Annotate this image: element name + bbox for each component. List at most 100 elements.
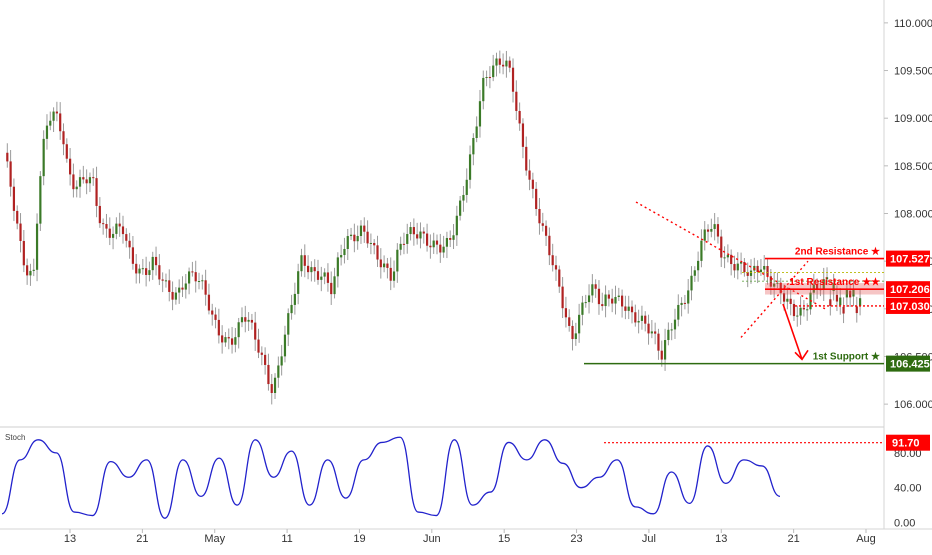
- candle-body: [207, 294, 211, 311]
- candle-body: [82, 177, 85, 180]
- candle-body: [422, 231, 425, 234]
- candle-body: [72, 174, 75, 190]
- candle-body: [257, 339, 260, 353]
- level-label: 2nd Resistance ★: [795, 247, 880, 258]
- candle-body: [402, 243, 406, 245]
- candle-body: [399, 243, 402, 250]
- candle-body: [825, 277, 829, 280]
- candle-body: [85, 179, 88, 184]
- time-tick-label: Jun: [423, 533, 441, 545]
- candle-body: [151, 256, 154, 271]
- candle-body: [435, 240, 439, 245]
- candle-body: [386, 263, 389, 268]
- candle-body: [743, 261, 746, 273]
- candle-body: [442, 246, 445, 253]
- candle-body: [135, 263, 138, 274]
- candle-body: [12, 186, 16, 211]
- ascending-trendline: [740, 260, 809, 338]
- candle-body: [270, 384, 273, 393]
- candle-body: [184, 283, 187, 290]
- candle-body: [607, 294, 610, 299]
- candle-body: [95, 178, 98, 206]
- candle-body: [19, 223, 22, 241]
- candle-body: [459, 200, 462, 216]
- candle-body: [102, 223, 105, 225]
- time-tick-label: 21: [788, 533, 800, 545]
- time-tick-label: 11: [281, 533, 292, 545]
- candle-body: [551, 255, 554, 266]
- candle-body: [297, 271, 300, 294]
- candle-body: [353, 234, 356, 242]
- candle-body: [521, 123, 525, 147]
- candle-body: [816, 284, 819, 290]
- candle-body: [495, 58, 498, 66]
- candle-body: [32, 269, 35, 271]
- candle-body: [6, 152, 9, 162]
- candle-body: [465, 179, 468, 195]
- candle-body: [217, 319, 220, 336]
- candle-body: [412, 227, 415, 235]
- candle-body: [720, 236, 723, 258]
- candle-body: [419, 231, 422, 239]
- time-tick-label: 15: [498, 533, 510, 545]
- candle-body: [703, 229, 706, 241]
- candle-body: [260, 352, 263, 355]
- candle-body: [776, 282, 779, 284]
- candle-body: [485, 77, 488, 79]
- candle-body: [839, 297, 842, 306]
- candle-body: [449, 238, 452, 240]
- candle-body: [554, 265, 558, 270]
- stoch-level-badge: [886, 434, 930, 451]
- time-tick-label: Jul: [642, 533, 656, 545]
- candle-body: [852, 288, 855, 297]
- candle-body: [49, 120, 52, 126]
- candle-body: [26, 265, 29, 276]
- candle-body: [340, 255, 343, 258]
- candle-body: [191, 271, 194, 273]
- candle-body: [425, 233, 429, 246]
- candle-body: [597, 288, 601, 305]
- candle-body: [849, 290, 852, 298]
- price-tick-label: 109.500: [894, 66, 932, 78]
- candle-body: [842, 306, 845, 314]
- candle-body: [409, 227, 412, 235]
- candle-body: [611, 298, 614, 304]
- candle-body: [187, 271, 191, 284]
- candle-body: [650, 331, 653, 334]
- candle-body: [369, 242, 372, 244]
- candle-body: [855, 306, 858, 314]
- candle-body: [164, 280, 168, 282]
- candle-body: [108, 228, 111, 238]
- candle-body: [201, 280, 204, 282]
- candle-body: [376, 245, 379, 260]
- candle-body: [161, 279, 164, 281]
- candle-body: [766, 266, 769, 277]
- candle-body: [594, 284, 597, 289]
- candle-body: [617, 295, 620, 297]
- candle-body: [62, 131, 65, 145]
- candle-body: [373, 242, 376, 246]
- candle-body: [515, 91, 518, 111]
- candle-body: [584, 302, 587, 304]
- candle-body: [478, 101, 482, 127]
- candle-body: [587, 295, 591, 303]
- candle-body: [544, 225, 548, 236]
- candle-body: [564, 308, 568, 318]
- projection-arrow-shaft: [782, 303, 803, 360]
- candle-body: [379, 259, 382, 268]
- stoch-tick-label: 40.00: [894, 483, 922, 495]
- candle-body: [627, 306, 630, 311]
- candle-body: [667, 329, 670, 341]
- candle-body: [267, 364, 270, 385]
- candle-body: [432, 240, 435, 248]
- candle-body: [383, 263, 386, 268]
- candle-body: [128, 240, 131, 248]
- time-tick-label: 19: [353, 533, 365, 545]
- candle-body: [178, 287, 181, 293]
- candle-body: [502, 64, 505, 67]
- candle-body: [475, 126, 478, 139]
- price-tick-label: 106.000: [894, 399, 932, 411]
- time-tick-label: 21: [136, 533, 148, 545]
- candle-body: [673, 319, 677, 330]
- candle-body: [323, 272, 326, 277]
